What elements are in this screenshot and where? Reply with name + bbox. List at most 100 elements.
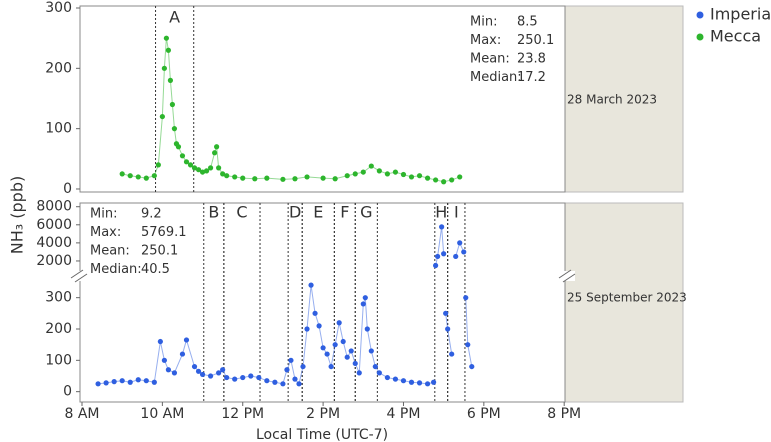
data-point bbox=[424, 381, 431, 387]
data-point bbox=[336, 320, 342, 326]
data-point bbox=[220, 367, 226, 373]
data-point bbox=[457, 240, 463, 246]
data-point bbox=[372, 363, 378, 370]
data-point bbox=[207, 373, 214, 379]
y-tick-label: 200 bbox=[45, 60, 72, 76]
data-point bbox=[408, 174, 415, 180]
data-point bbox=[280, 176, 286, 182]
data-point bbox=[191, 363, 198, 370]
data-point bbox=[203, 168, 210, 174]
plot-frame bbox=[79, 202, 566, 403]
data-point bbox=[264, 175, 270, 181]
data-point bbox=[469, 363, 475, 370]
event-label: F bbox=[340, 203, 349, 222]
y-tick-label: 100 bbox=[45, 121, 72, 137]
data-point bbox=[195, 167, 202, 173]
data-point bbox=[179, 153, 186, 159]
y-tick-label: 8000 bbox=[36, 199, 72, 215]
data-point bbox=[360, 301, 366, 307]
event-label: A bbox=[169, 8, 180, 27]
data-point bbox=[191, 165, 198, 171]
data-point bbox=[95, 381, 101, 387]
data-point bbox=[316, 323, 322, 329]
data-point bbox=[433, 177, 439, 183]
data-point bbox=[179, 351, 186, 357]
data-point bbox=[292, 176, 298, 182]
x-axis-label: Local Time (UTC-7) bbox=[256, 427, 388, 442]
x-tick-label: 10 AM bbox=[140, 406, 184, 422]
data-point bbox=[416, 380, 423, 386]
event-label: B bbox=[208, 203, 219, 222]
data-point bbox=[111, 379, 117, 385]
x-tick-label: 2 PM bbox=[306, 406, 340, 422]
data-point bbox=[348, 348, 354, 354]
data-point bbox=[304, 326, 310, 332]
data-point bbox=[400, 378, 407, 384]
data-point bbox=[216, 165, 222, 171]
stat-label: Min: bbox=[470, 15, 497, 30]
data-point bbox=[280, 381, 286, 387]
data-point bbox=[449, 177, 455, 183]
data-point bbox=[232, 174, 238, 180]
y-tick-label: 2000 bbox=[36, 253, 72, 269]
data-point bbox=[356, 370, 362, 376]
data-point bbox=[161, 65, 167, 71]
data-point bbox=[296, 381, 302, 387]
stat-label: Mean: bbox=[470, 52, 510, 67]
data-point bbox=[155, 162, 161, 168]
y-tick-label: 6000 bbox=[36, 217, 72, 233]
data-point bbox=[292, 376, 298, 382]
data-point bbox=[457, 174, 463, 180]
data-point bbox=[171, 370, 178, 376]
data-point bbox=[232, 376, 238, 382]
data-point bbox=[167, 77, 174, 83]
data-point bbox=[441, 179, 447, 185]
data-point bbox=[344, 354, 350, 360]
plot-frame bbox=[79, 5, 566, 193]
legend-label: Mecca bbox=[710, 27, 761, 46]
data-point bbox=[220, 171, 226, 177]
data-point bbox=[169, 101, 176, 108]
data-point bbox=[384, 171, 390, 177]
y-axis-label: NH₃ (ppb) bbox=[8, 176, 27, 254]
data-point bbox=[272, 379, 278, 385]
y-tick-label: 4000 bbox=[36, 235, 72, 251]
y-tick-label: 100 bbox=[45, 352, 72, 368]
legend-label: Imperial bbox=[710, 5, 771, 24]
event-label: H bbox=[435, 203, 447, 222]
data-point bbox=[135, 174, 141, 180]
data-point bbox=[183, 337, 190, 343]
y-tick-label: 0 bbox=[63, 384, 72, 400]
data-point bbox=[165, 47, 172, 53]
stat-label: Max: bbox=[90, 225, 121, 240]
y-tick-label: 300 bbox=[45, 0, 72, 16]
data-point bbox=[264, 378, 270, 384]
legend-swatch bbox=[696, 11, 704, 19]
data-point bbox=[424, 175, 431, 181]
x-tick-label: 8 PM bbox=[547, 406, 581, 422]
x-tick-label: 4 PM bbox=[387, 406, 421, 422]
data-point bbox=[320, 345, 326, 351]
data-point bbox=[159, 113, 165, 120]
data-point bbox=[364, 326, 370, 332]
data-point bbox=[433, 262, 439, 269]
data-point bbox=[171, 126, 178, 132]
data-point bbox=[360, 169, 366, 175]
axis-break-gap bbox=[70, 271, 575, 281]
data-point bbox=[443, 310, 449, 316]
series-line bbox=[122, 38, 460, 183]
stat-label: Median: bbox=[90, 262, 142, 277]
data-point bbox=[207, 165, 214, 171]
data-point bbox=[224, 173, 230, 179]
data-point bbox=[416, 173, 423, 179]
stat-value: 250.1 bbox=[517, 33, 554, 48]
stat-value: 17.2 bbox=[517, 70, 546, 85]
y-tick-label: 200 bbox=[45, 321, 72, 337]
data-point bbox=[187, 162, 194, 168]
x-tick-label: 6 PM bbox=[467, 406, 501, 422]
data-point bbox=[240, 374, 246, 381]
date-strip bbox=[564, 202, 684, 403]
data-point bbox=[127, 379, 133, 385]
data-point bbox=[384, 374, 390, 381]
